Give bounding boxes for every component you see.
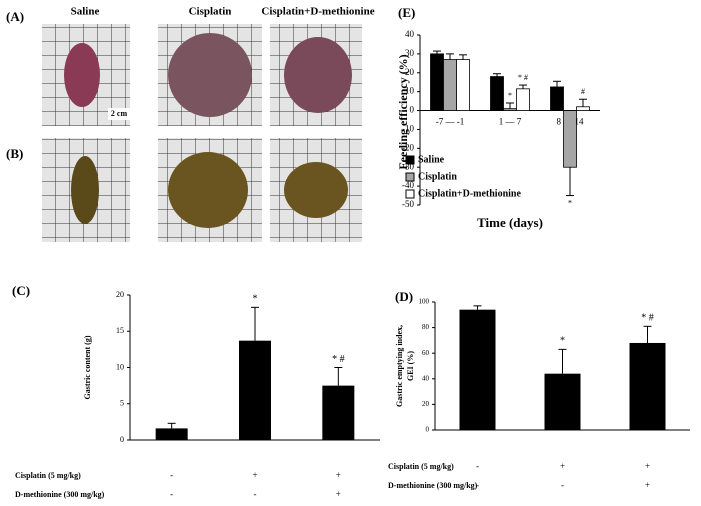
annotation: * bbox=[508, 91, 512, 100]
bar bbox=[456, 59, 470, 111]
stomach bbox=[284, 37, 352, 113]
treatment-mark: + bbox=[336, 470, 341, 480]
stomach bbox=[168, 33, 252, 117]
bar bbox=[516, 88, 530, 111]
y-tick-label: 0 bbox=[120, 435, 124, 444]
y-tick-label: 10 bbox=[116, 362, 124, 371]
y-tick-label: 0 bbox=[410, 105, 415, 115]
treatment-label: Cisplatin (5 mg/kg) bbox=[15, 471, 81, 480]
bar bbox=[430, 53, 444, 111]
bar bbox=[443, 59, 457, 111]
column-header: Cisplatin bbox=[189, 6, 232, 18]
annotation: * bbox=[253, 294, 258, 305]
y-axis-label: Feeding efficiency (%) bbox=[396, 54, 410, 169]
panel-label: (D) bbox=[395, 289, 413, 304]
y-tick-label: -10 bbox=[402, 124, 414, 134]
bar bbox=[322, 385, 355, 440]
y-tick-label: 100 bbox=[419, 298, 430, 306]
y-tick-label: 0 bbox=[426, 426, 430, 434]
treatment-mark: - bbox=[170, 470, 173, 480]
treatment-mark: - bbox=[561, 480, 564, 490]
x-tick-label: -7 — -1 bbox=[436, 117, 465, 127]
y-tick-label: 10 bbox=[405, 86, 415, 96]
y-tick-label: -20 bbox=[402, 142, 414, 152]
y-tick-label: 30 bbox=[405, 48, 415, 58]
column-header: Cisplatin+D-methionine bbox=[261, 6, 374, 18]
annotation: * # bbox=[332, 354, 345, 365]
bar bbox=[459, 309, 496, 430]
legend-label: Cisplatin bbox=[418, 171, 457, 182]
gastric-content bbox=[284, 162, 348, 218]
annotation: # bbox=[581, 87, 585, 96]
treatment-mark: - bbox=[170, 489, 173, 499]
treatment-mark: + bbox=[645, 480, 650, 490]
bar bbox=[576, 106, 590, 111]
y-tick-label: 60 bbox=[422, 349, 430, 357]
column-header: Saline bbox=[71, 6, 100, 18]
y-tick-label: -30 bbox=[402, 161, 414, 171]
y-tick-label: 40 bbox=[405, 29, 415, 39]
bar bbox=[544, 373, 581, 430]
y-tick-label: 40 bbox=[422, 374, 430, 382]
annotation: * bbox=[560, 336, 565, 347]
treatment-mark: + bbox=[336, 489, 341, 499]
treatment-label: D-methionine (300 mg/kg) bbox=[388, 481, 478, 490]
treatment-mark: + bbox=[645, 461, 650, 471]
bar bbox=[550, 86, 564, 111]
legend-swatch bbox=[405, 155, 415, 165]
bar bbox=[563, 110, 577, 168]
treatment-mark: - bbox=[476, 480, 479, 490]
bar bbox=[490, 76, 504, 111]
y-axis-label: Gastric emptying index, bbox=[395, 325, 404, 407]
stomach bbox=[64, 43, 100, 107]
treatment-mark: - bbox=[476, 461, 479, 471]
treatment-label: Cisplatin (5 mg/kg) bbox=[388, 462, 454, 471]
legend-swatch bbox=[405, 189, 415, 199]
panel-label: (A) bbox=[6, 9, 24, 24]
y-tick-label: -40 bbox=[402, 180, 414, 190]
treatment-mark: + bbox=[252, 470, 257, 480]
treatment-label: D-methionine (300 mg/kg) bbox=[15, 490, 105, 499]
panel-label: (B) bbox=[6, 146, 23, 161]
y-tick-label: 20 bbox=[422, 400, 430, 408]
scale-label: 2 cm bbox=[111, 109, 128, 118]
y-tick-label: 20 bbox=[405, 67, 415, 77]
scale-box bbox=[108, 108, 130, 120]
bar bbox=[155, 428, 188, 440]
photo-panels: (A) (B) Saline Cisplatin Cisplatin+D-met… bbox=[6, 6, 375, 242]
annotation: * bbox=[568, 198, 572, 207]
bar bbox=[629, 342, 666, 430]
gastric-content bbox=[71, 156, 99, 224]
legend-swatch bbox=[405, 172, 415, 182]
panel-label: (E) bbox=[398, 5, 415, 20]
y-tick-label: 15 bbox=[116, 326, 124, 335]
y-tick-label: -50 bbox=[402, 199, 414, 209]
bar bbox=[503, 108, 517, 111]
x-axis-label: Time (days) bbox=[477, 215, 543, 230]
x-tick-label: 1 — 7 bbox=[499, 117, 522, 127]
gastric-content bbox=[168, 152, 248, 228]
y-tick-label: 20 bbox=[116, 290, 124, 299]
annotation: * # bbox=[641, 313, 654, 324]
legend-label: Cisplatin+D-methionine bbox=[418, 188, 521, 199]
bar bbox=[239, 340, 271, 440]
y-tick-label: 80 bbox=[422, 323, 430, 331]
y-axis-label: GEI (%) bbox=[406, 351, 415, 381]
treatment-mark: + bbox=[560, 461, 565, 471]
legend-label: Saline bbox=[418, 154, 445, 165]
panel-label: (C) bbox=[12, 283, 30, 298]
annotation: * # bbox=[518, 73, 528, 82]
y-tick-label: 5 bbox=[120, 399, 124, 408]
treatment-mark: - bbox=[254, 489, 257, 499]
y-axis-label: Gastric content (g) bbox=[83, 335, 92, 399]
